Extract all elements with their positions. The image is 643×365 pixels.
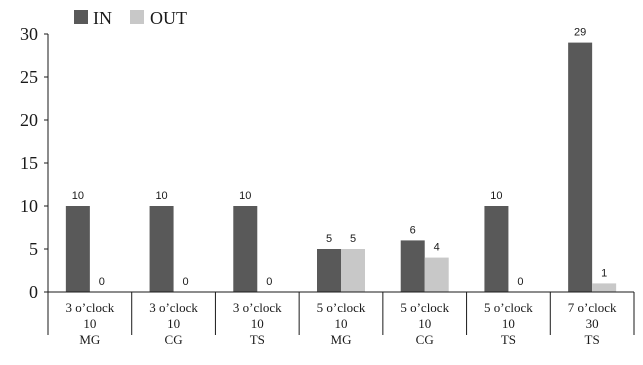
data-label: 10 xyxy=(490,190,502,202)
data-label: 10 xyxy=(72,190,84,202)
y-tick-label: 15 xyxy=(20,153,38,173)
x-category-label: 10 xyxy=(251,316,264,331)
bar-in xyxy=(568,42,593,292)
bar-out xyxy=(592,283,617,292)
data-label: 0 xyxy=(266,276,272,288)
y-tick-label: 5 xyxy=(29,239,38,259)
data-label: 5 xyxy=(350,233,356,245)
bar-out xyxy=(424,257,449,292)
bar-in xyxy=(233,206,258,292)
bar-in xyxy=(317,249,341,292)
bar-in xyxy=(65,206,90,292)
x-category-label: 10 xyxy=(167,316,180,331)
data-label: 1 xyxy=(601,267,607,279)
legend-label-in: IN xyxy=(93,8,112,28)
x-category-label: TS xyxy=(250,332,265,347)
data-label: 10 xyxy=(239,190,251,202)
data-label: 6 xyxy=(410,224,416,236)
x-category-label: 5 o’clock xyxy=(484,300,533,315)
x-category-label: CG xyxy=(165,332,183,347)
data-label: 10 xyxy=(155,190,167,202)
x-category-label: 10 xyxy=(335,316,348,331)
bar-in xyxy=(484,206,509,292)
legend: IN OUT xyxy=(74,8,187,28)
x-category-label: TS xyxy=(501,332,516,347)
x-category-label: MG xyxy=(331,332,352,347)
bar-in xyxy=(149,206,174,292)
x-category-label: 5 o’clock xyxy=(317,300,366,315)
data-labels: 10 10 10 5 6 10 29 0 0 0 5 4 0 1 xyxy=(72,27,607,288)
x-category-label: 3 o’clock xyxy=(233,300,282,315)
data-label: 0 xyxy=(183,276,189,288)
y-tick-label: 25 xyxy=(20,67,38,87)
data-label: 0 xyxy=(99,276,105,288)
x-category-label: CG xyxy=(416,332,434,347)
legend-label-out: OUT xyxy=(150,8,187,28)
data-label: 5 xyxy=(326,233,332,245)
x-category-label: 3 o’clock xyxy=(65,300,114,315)
bars xyxy=(65,42,617,292)
x-category-label: 7 o’clock xyxy=(568,300,617,315)
legend-swatch-in xyxy=(74,10,88,24)
y-axis: 0 5 10 15 20 25 30 xyxy=(20,24,49,335)
x-category-label: 30 xyxy=(586,316,599,331)
x-category-label: 10 xyxy=(502,316,515,331)
x-category-label: 10 xyxy=(418,316,431,331)
bar-in xyxy=(400,240,425,292)
bar-out xyxy=(341,249,365,292)
y-tick-label: 20 xyxy=(20,110,38,130)
legend-swatch-out xyxy=(130,10,144,24)
y-tick-label: 0 xyxy=(29,282,38,302)
x-category-label: 10 xyxy=(83,316,96,331)
data-label: 0 xyxy=(517,276,523,288)
x-category-label: 5 o’clock xyxy=(400,300,449,315)
y-tick-label: 10 xyxy=(20,196,38,216)
x-category-label: MG xyxy=(79,332,100,347)
data-label: 4 xyxy=(434,242,440,254)
y-tick-label: 30 xyxy=(20,24,38,44)
x-category-label: TS xyxy=(585,332,600,347)
data-label: 29 xyxy=(574,27,586,39)
x-category-label: 3 o’clock xyxy=(149,300,198,315)
